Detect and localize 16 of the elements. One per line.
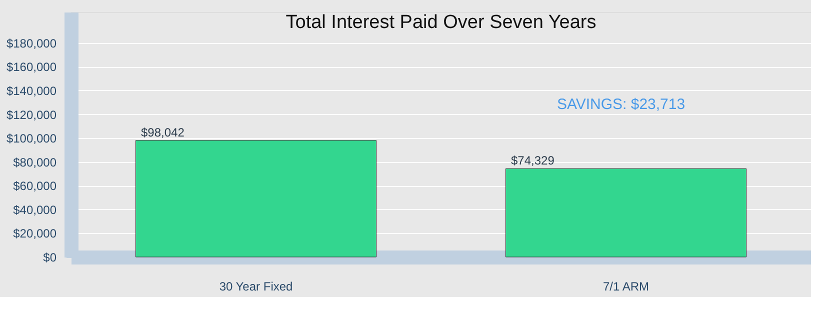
annotation: SAVINGS: $23,713	[556, 96, 686, 113]
y-tick-label: $40,000	[13, 202, 57, 217]
y-tick-label: $100,000	[6, 132, 57, 146]
y-tick-label: $180,000	[6, 36, 57, 50]
y-tick-label: $120,000	[6, 108, 57, 122]
y-tick-label: $20,000	[13, 226, 57, 241]
y-tick-label: $60,000	[13, 179, 57, 194]
data-label: $74,329	[511, 154, 555, 168]
y-tick-label: $140,000	[6, 84, 57, 98]
x-tick-label: 7/1 ARM	[602, 280, 650, 294]
y-tick-label: $80,000	[13, 155, 57, 170]
x-tick-label: 30 Year Fixed	[219, 280, 293, 294]
y-tick-label: $160,000	[6, 60, 57, 74]
data-label: $98,042	[141, 125, 185, 140]
y-tick-label: $0	[43, 250, 57, 264]
chart-title: Total Interest Paid Over Seven Years	[286, 12, 596, 33]
